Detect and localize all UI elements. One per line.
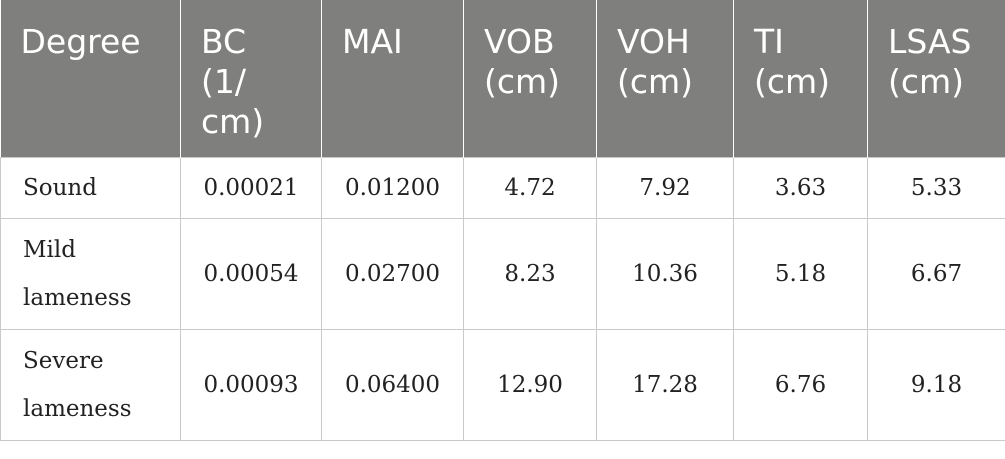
table-cell: 0.00021 — [180, 156, 322, 219]
table-row: Severe lameness 0.00093 0.06400 12.90 17… — [0, 328, 1005, 441]
table-cell: 12.90 — [463, 328, 597, 441]
column-header-bc: BC (1/ cm) — [180, 0, 322, 157]
column-header-mai: MAI — [321, 0, 464, 157]
table-cell: 0.00054 — [180, 217, 322, 330]
row-label: Severe lameness — [0, 328, 181, 441]
table-cell: 7.92 — [596, 156, 734, 219]
table-cell: 8.23 — [463, 217, 597, 330]
header-row: Degree BC (1/ cm) MAI VOB (cm) VOH (cm) … — [0, 0, 1005, 157]
column-header-ti: TI (cm) — [733, 0, 868, 157]
table-cell: 5.33 — [867, 156, 1005, 219]
table-cell: 6.76 — [733, 328, 868, 441]
table-cell: 5.18 — [733, 217, 868, 330]
table-cell: 9.18 — [867, 328, 1005, 441]
column-header-lsas: LSAS (cm) — [867, 0, 1005, 157]
column-header-degree: Degree — [0, 0, 181, 157]
table-row: Mild lameness 0.00054 0.02700 8.23 10.36… — [0, 217, 1005, 330]
data-table: Degree BC (1/ cm) MAI VOB (cm) VOH (cm) … — [0, 0, 1005, 441]
column-header-vob: VOB (cm) — [463, 0, 597, 157]
table-cell: 6.67 — [867, 217, 1005, 330]
table-cell: 4.72 — [463, 156, 597, 219]
table-cell: 0.02700 — [321, 217, 464, 330]
table-cell: 0.00093 — [180, 328, 322, 441]
table-cell: 0.01200 — [321, 156, 464, 219]
row-label: Sound — [0, 156, 181, 219]
table-row: Sound 0.00021 0.01200 4.72 7.92 3.63 5.3… — [0, 156, 1005, 219]
table-cell: 17.28 — [596, 328, 734, 441]
row-label: Mild lameness — [0, 217, 181, 330]
table-cell: 0.06400 — [321, 328, 464, 441]
column-header-voh: VOH (cm) — [596, 0, 734, 157]
table-cell: 3.63 — [733, 156, 868, 219]
table-cell: 10.36 — [596, 217, 734, 330]
